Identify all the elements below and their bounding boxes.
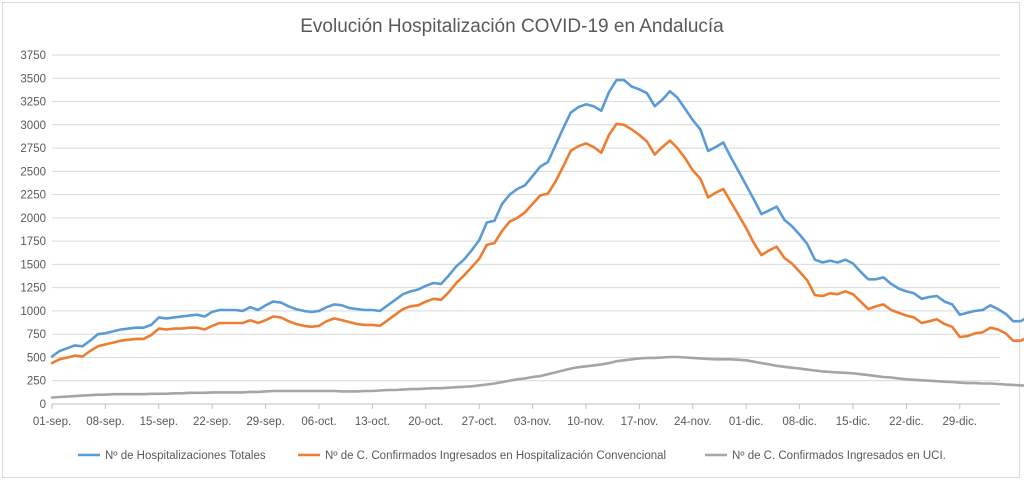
x-tick-label: 20-oct. (408, 416, 443, 428)
y-tick-label: 2750 (20, 143, 46, 155)
y-tick-label: 1250 (20, 283, 46, 295)
y-tick-label: 3250 (20, 97, 46, 109)
x-tick-label: 15-dic. (836, 416, 871, 428)
y-tick-label: 2250 (20, 190, 46, 202)
chart-title: Evolución Hospitalización COVID-19 en An… (300, 16, 724, 37)
legend-label-2: Nº de C. Confirmados Ingresados en Hospi… (325, 450, 666, 462)
legend-label-3: Nº de C. Confirmados Ingresados en UCI. (732, 450, 946, 462)
y-tick-label: 1500 (20, 259, 46, 271)
y-tick-label: 3750 (20, 50, 46, 62)
y-tick-label: 250 (27, 376, 46, 388)
y-tick-label: 500 (27, 352, 46, 364)
x-tick-label: 10-nov. (567, 416, 605, 428)
x-tick-label: 22-sep. (193, 416, 231, 428)
y-tick-label: 1750 (20, 236, 46, 248)
x-tick-label: 06-oct. (301, 416, 336, 428)
series-lines (50, 78, 1024, 399)
x-tick-label: 29-sep. (246, 416, 284, 428)
y-tick-label: 1000 (20, 306, 46, 318)
x-tick-label: 22-dic. (889, 416, 924, 428)
x-tick-label: 08-sep. (86, 416, 124, 428)
y-tick-label: 750 (27, 329, 46, 341)
x-tick-label: 17-nov. (621, 416, 659, 428)
y-tick-label: 0 (40, 399, 46, 411)
x-tick-label: 27-oct. (462, 416, 497, 428)
x-tick-label: 01-dic. (729, 416, 764, 428)
series-line-3 (50, 355, 1024, 399)
series-line-1 (50, 78, 1024, 358)
x-tick-label: 13-oct. (355, 416, 390, 428)
x-tick-label: 03-nov. (514, 416, 552, 428)
legend-label-1: Nº de Hospitalizaciones Totales (105, 450, 266, 462)
x-tick-label: 01-sep. (33, 416, 71, 428)
y-tick-label: 3500 (20, 73, 46, 85)
x-tick-label: 29-dic. (943, 416, 978, 428)
gridlines (52, 54, 1000, 405)
x-axis: 01-sep. 08-sep. 15-sep. 22-sep. 29-sep. 06-oc… (33, 404, 977, 428)
legend: Nº de Hospitalizaciones Totales Nº de C. … (78, 450, 946, 462)
x-tick-label: 08-dic. (782, 416, 817, 428)
y-axis: 0 250 500 750 1000 1250 1500 1750 2000 2250 2500 27… (20, 50, 46, 411)
y-tick-label: 2500 (20, 166, 46, 178)
series-line-2 (50, 122, 1024, 365)
y-tick-label: 3000 (20, 120, 46, 132)
x-tick-label: 24-nov. (674, 416, 712, 428)
y-tick-label: 2000 (20, 213, 46, 225)
x-tick-label: 15-sep. (140, 416, 178, 428)
